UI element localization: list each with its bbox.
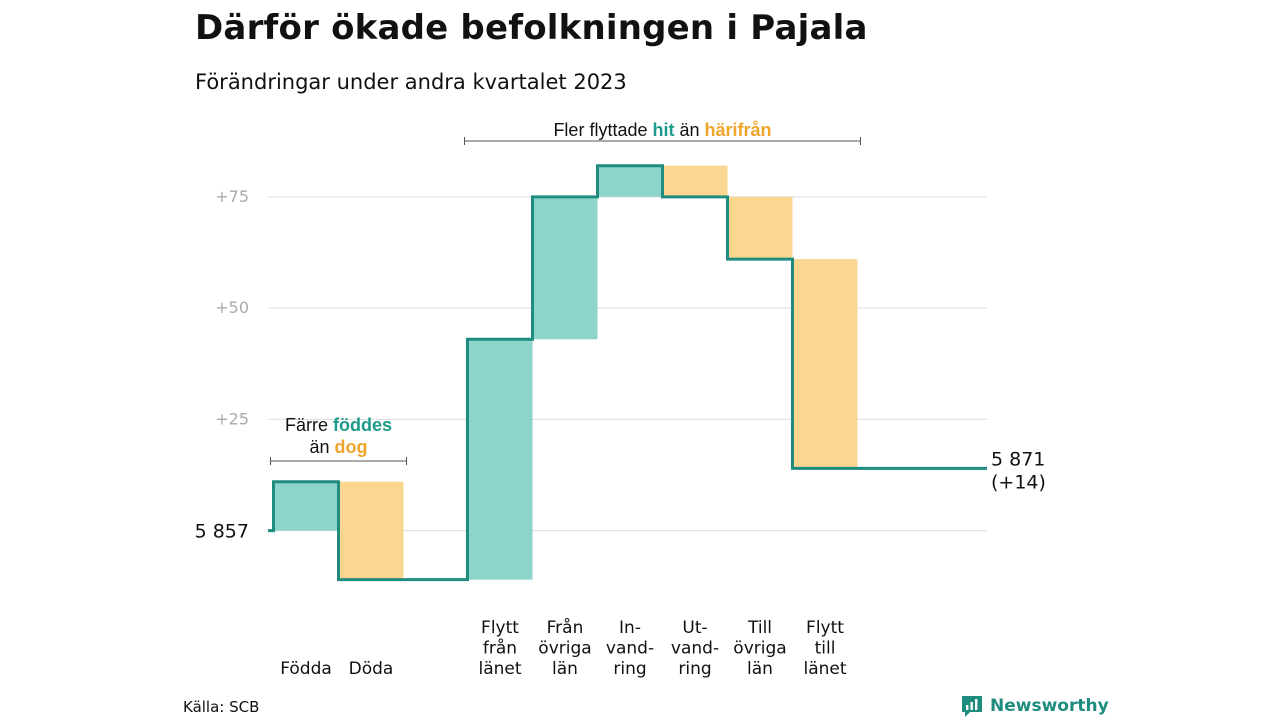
cumulative-step-line	[268, 164, 987, 582]
waterfall-bar	[532, 196, 598, 340]
chart-subtitle: Förändringar under andra kvartalet 2023	[195, 70, 627, 94]
annotation-text: än dog	[309, 437, 367, 457]
start-value-label: 5 857	[195, 521, 249, 543]
y-tick-label: +25	[215, 409, 249, 428]
annotation-text: Fler flyttade hit än härifrån	[553, 120, 771, 140]
end-change-label: (+14)	[991, 471, 1046, 493]
category-label: Födda	[280, 659, 332, 679]
newsworthy-logo-icon	[962, 696, 982, 717]
category-label: Döda	[349, 659, 394, 679]
annotation-text: Färre föddes	[285, 415, 392, 435]
category-label: Från övriga län	[538, 617, 591, 679]
waterfall-bar	[792, 259, 858, 469]
annotation-bracket	[270, 457, 407, 465]
waterfall-bar	[338, 481, 404, 580]
waterfall-bar	[273, 481, 339, 531]
source-note: Källa: SCB	[183, 698, 260, 716]
waterfall-bar	[727, 196, 793, 260]
category-label: In-vand-ring	[606, 618, 654, 679]
waterfall-bar	[597, 165, 663, 197]
category-label: Till övriga län	[733, 618, 786, 679]
end-value-label: 5 871	[991, 448, 1045, 470]
category-label: Flytt från länet	[478, 618, 521, 679]
waterfall-bar	[662, 165, 728, 197]
y-tick-label: +50	[215, 298, 249, 317]
category-label: Ut-vand-ring	[671, 618, 719, 679]
annotation-bracket	[464, 137, 861, 145]
y-tick-label: +75	[215, 187, 249, 206]
chart-title: Därför ökade befolkningen i Pajala	[195, 8, 868, 48]
waterfall-bar	[467, 339, 533, 580]
brand-logo: Newsworthy	[960, 694, 1109, 718]
brand-name: Newsworthy	[990, 696, 1109, 716]
category-label: Flytt till länet	[803, 618, 846, 679]
